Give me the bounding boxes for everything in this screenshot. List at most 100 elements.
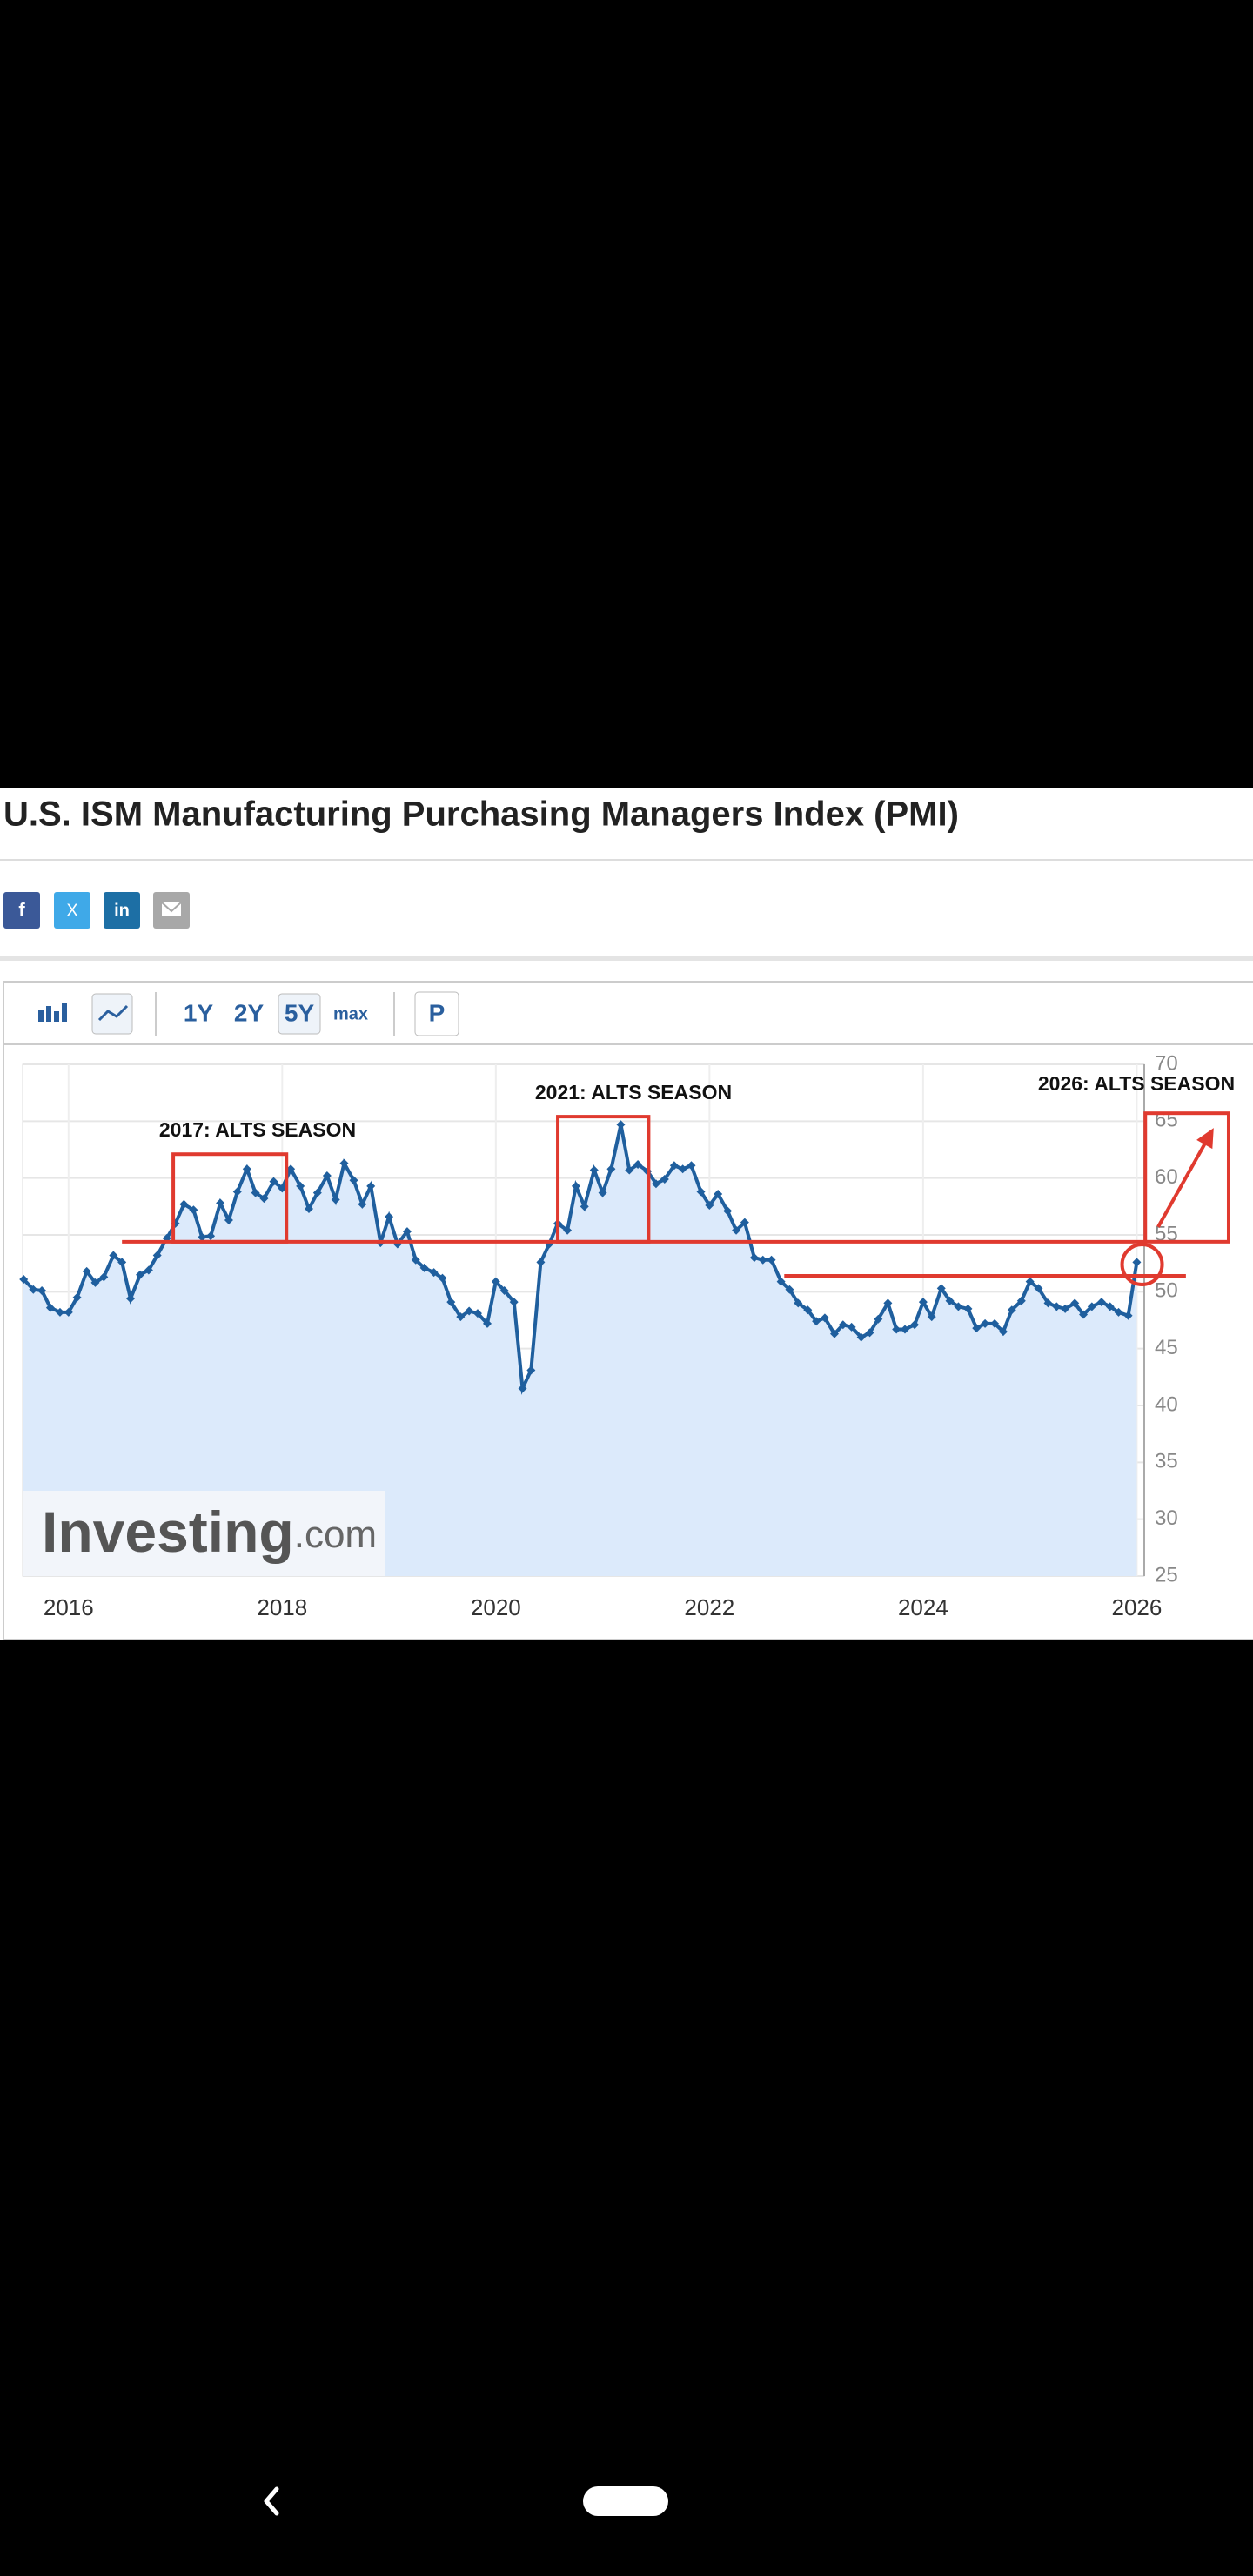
point	[1087, 1302, 1096, 1311]
highlight-box	[1143, 1111, 1230, 1244]
social-bar: f X in	[3, 892, 190, 929]
point	[509, 1298, 519, 1307]
point	[64, 1307, 73, 1317]
point	[616, 1120, 626, 1130]
point	[633, 1159, 643, 1169]
point	[758, 1255, 767, 1265]
point	[1043, 1298, 1053, 1308]
point	[625, 1165, 634, 1175]
point	[99, 1272, 109, 1282]
point	[972, 1324, 982, 1333]
point	[358, 1199, 367, 1209]
point	[927, 1312, 936, 1322]
point	[820, 1313, 829, 1323]
point	[109, 1251, 118, 1260]
arrow-shaft	[1156, 1137, 1209, 1228]
point	[696, 1187, 706, 1197]
point	[740, 1218, 749, 1227]
facebook-button[interactable]	[3, 892, 40, 929]
bar-chart-button[interactable]	[38, 1003, 67, 1022]
watermark-brand: Investing	[42, 1499, 294, 1564]
point	[419, 1263, 429, 1272]
point	[411, 1255, 420, 1265]
x-button[interactable]	[54, 892, 90, 929]
point	[125, 1294, 135, 1304]
point	[1007, 1305, 1016, 1315]
y-tick-label: 70	[1155, 1051, 1178, 1075]
range-button[interactable]: max	[333, 1004, 368, 1023]
point	[1052, 1302, 1062, 1311]
x-tick-label: 2018	[257, 1594, 307, 1620]
separator-shadow	[0, 956, 1253, 961]
back-button[interactable]	[264, 2486, 279, 2516]
linkedin-label: in	[114, 901, 130, 920]
point	[998, 1327, 1008, 1337]
point	[812, 1317, 821, 1326]
point	[37, 1286, 47, 1296]
range-button[interactable]: 5Y	[285, 999, 315, 1026]
point	[55, 1307, 64, 1317]
point	[847, 1322, 856, 1332]
point	[179, 1199, 189, 1209]
point	[874, 1314, 883, 1324]
point	[189, 1205, 198, 1215]
toolbar: P	[38, 991, 459, 1036]
point	[286, 1164, 296, 1174]
point	[536, 1258, 546, 1267]
point	[954, 1302, 963, 1311]
point	[278, 1184, 287, 1193]
range-button[interactable]: 2Y	[234, 999, 265, 1026]
point	[651, 1179, 660, 1189]
point	[216, 1198, 225, 1208]
x-tick-label: 2016	[44, 1594, 94, 1620]
point	[1070, 1298, 1080, 1308]
x-tick-label: 2026	[1111, 1594, 1162, 1620]
point	[269, 1177, 278, 1186]
point	[465, 1306, 474, 1316]
point	[714, 1189, 723, 1198]
point	[563, 1225, 573, 1235]
point	[152, 1251, 162, 1260]
point	[446, 1298, 456, 1307]
point	[251, 1188, 260, 1197]
point	[19, 1274, 29, 1284]
point	[1061, 1304, 1070, 1313]
point	[1016, 1296, 1026, 1305]
y-tick-label: 35	[1155, 1450, 1178, 1473]
y-tick-label: 25	[1155, 1563, 1178, 1587]
point	[82, 1266, 91, 1276]
point	[305, 1204, 314, 1213]
x-label: X	[66, 901, 77, 920]
point	[526, 1365, 536, 1375]
range-selected-box	[278, 993, 321, 1035]
point	[456, 1312, 466, 1322]
point	[1105, 1302, 1115, 1311]
y-tick-label: 60	[1155, 1165, 1178, 1189]
annotation-label: 2026: ALTS SEASON	[1038, 1072, 1235, 1095]
point	[829, 1329, 839, 1338]
highlight-circle	[1120, 1242, 1164, 1286]
point	[322, 1171, 332, 1181]
point	[776, 1277, 786, 1286]
point	[224, 1216, 233, 1225]
y-tick-label: 30	[1155, 1506, 1178, 1530]
point	[349, 1176, 358, 1185]
x-tick-label: 2020	[471, 1594, 521, 1620]
linkedin-button[interactable]	[104, 892, 140, 929]
annotation-label: 2021: ALTS SEASON	[535, 1081, 732, 1104]
home-pill[interactable]	[583, 2486, 668, 2516]
watermark-suffix: .com	[294, 1513, 377, 1556]
page-title: U.S. ISM Manufacturing Purchasing Manage…	[3, 795, 959, 834]
point	[29, 1285, 38, 1294]
point	[1114, 1307, 1123, 1317]
range-button[interactable]: 1Y	[184, 999, 214, 1026]
point	[856, 1332, 866, 1342]
p-button[interactable]	[414, 991, 459, 1036]
y-tick-label: 45	[1155, 1336, 1178, 1359]
point	[981, 1318, 990, 1328]
point	[918, 1298, 928, 1307]
point	[945, 1296, 955, 1305]
point	[892, 1325, 901, 1334]
point	[669, 1161, 679, 1171]
